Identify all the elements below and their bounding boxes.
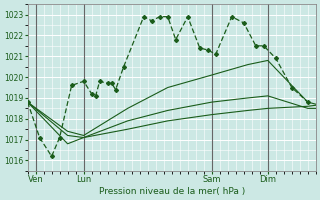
X-axis label: Pression niveau de la mer( hPa ): Pression niveau de la mer( hPa ) bbox=[99, 187, 245, 196]
